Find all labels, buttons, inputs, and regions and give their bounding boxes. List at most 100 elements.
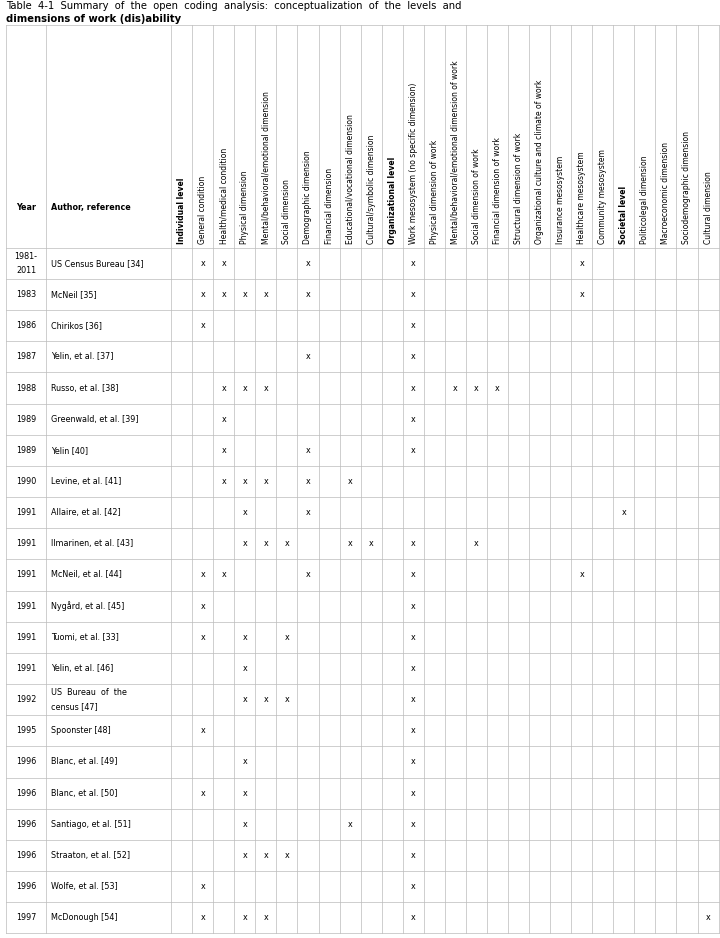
Text: Author, reference: Author, reference [50,204,130,212]
Text: McNeil [35]: McNeil [35] [50,290,96,299]
Text: x: x [264,290,269,299]
Text: x: x [221,415,226,424]
Text: Healthcare mesosystem: Healthcare mesosystem [577,151,586,244]
Text: Russo, et al. [38]: Russo, et al. [38] [50,384,118,392]
Text: x: x [200,259,205,268]
Text: x: x [221,259,226,268]
Text: x: x [411,789,415,797]
Text: US Census Bureau [34]: US Census Bureau [34] [50,259,143,268]
Text: McNeil, et al. [44]: McNeil, et al. [44] [50,570,122,580]
Text: Organizational culture and climate of work: Organizational culture and climate of wo… [535,80,544,244]
Text: Mental/behavioral/emotional dimension of work: Mental/behavioral/emotional dimension of… [451,60,460,244]
Text: x: x [264,384,269,392]
Text: Physical dimension: Physical dimension [240,171,249,244]
Text: Year: Year [16,204,36,212]
Text: Table  4-1  Summary  of  the  open  coding  analysis:  conceptualization  of  th: Table 4-1 Summary of the open coding ana… [6,2,462,11]
Text: Wolfe, et al. [53]: Wolfe, et al. [53] [50,882,117,891]
Text: x: x [411,757,415,766]
Text: 1991: 1991 [16,508,36,517]
Text: x: x [348,820,353,829]
Text: x: x [243,851,247,860]
Text: x: x [474,384,479,392]
Text: Politicolegal dimension: Politicolegal dimension [640,156,649,244]
Text: x: x [411,539,415,549]
Text: x: x [221,384,226,392]
Text: x: x [411,570,415,580]
Text: x: x [305,259,310,268]
Text: x: x [580,290,584,299]
Text: x: x [200,570,205,580]
Text: x: x [221,477,226,486]
Text: Yelin, et al. [46]: Yelin, et al. [46] [50,664,113,673]
Text: x: x [243,789,247,797]
Text: 1991: 1991 [16,539,36,549]
Text: 1996: 1996 [16,882,36,891]
Text: x: x [221,570,226,580]
Text: x: x [284,695,289,704]
Text: x: x [243,757,247,766]
Text: Yelin [40]: Yelin [40] [50,446,88,455]
Text: McDonough [54]: McDonough [54] [50,914,117,922]
Text: x: x [221,446,226,455]
Text: x: x [369,539,374,549]
Text: x: x [200,914,205,922]
Text: 1997: 1997 [16,914,36,922]
Text: 1991: 1991 [16,664,36,673]
Text: x: x [200,321,205,330]
Text: x: x [411,695,415,704]
Text: dimensions of work (dis)ability: dimensions of work (dis)ability [6,14,181,24]
Text: Individual level: Individual level [177,177,186,244]
Text: x: x [706,914,711,922]
Text: x: x [348,477,353,486]
Text: Spoonster [48]: Spoonster [48] [50,726,110,735]
Text: 1983: 1983 [16,290,36,299]
Text: x: x [284,539,289,549]
Text: x: x [305,570,310,580]
Text: Straaton, et al. [52]: Straaton, et al. [52] [50,851,130,860]
Text: Blanc, et al. [49]: Blanc, et al. [49] [50,757,117,766]
Text: Cultural dimension: Cultural dimension [703,172,713,244]
Text: x: x [411,664,415,673]
Text: Organizational level: Organizational level [387,157,397,244]
Text: Health/medical condition: Health/medical condition [220,148,228,244]
Text: Cultural/symbolic dimension: Cultural/symbolic dimension [366,135,376,244]
Text: x: x [305,477,310,486]
Text: Santiago, et al. [51]: Santiago, et al. [51] [50,820,130,829]
Text: x: x [284,851,289,860]
Text: 1981-: 1981- [14,252,37,261]
Text: x: x [221,290,226,299]
Text: 1996: 1996 [16,757,36,766]
Text: x: x [411,882,415,891]
Text: Structural dimension of work: Structural dimension of work [514,133,523,244]
Text: Societal level: Societal level [619,186,629,244]
Text: x: x [200,726,205,735]
Text: 1991: 1991 [16,570,36,580]
Text: x: x [411,321,415,330]
Text: x: x [264,695,269,704]
Text: 1992: 1992 [16,695,36,704]
Text: 1988: 1988 [16,384,36,392]
Text: 1986: 1986 [16,321,36,330]
Text: x: x [200,601,205,611]
Text: x: x [621,508,626,517]
Text: census [47]: census [47] [50,702,97,711]
Text: x: x [411,446,415,455]
Text: Levine, et al. [41]: Levine, et al. [41] [50,477,121,486]
Text: x: x [411,851,415,860]
Text: x: x [264,477,269,486]
Text: x: x [580,259,584,268]
Text: x: x [348,539,353,549]
Text: x: x [305,446,310,455]
Text: x: x [411,259,415,268]
Text: Ilmarinen, et al. [43]: Ilmarinen, et al. [43] [50,539,133,549]
Text: Chirikos [36]: Chirikos [36] [50,321,102,330]
Text: x: x [243,290,247,299]
Text: x: x [243,384,247,392]
Text: x: x [243,914,247,922]
Text: 1996: 1996 [16,851,36,860]
Text: Insurance mesosystem: Insurance mesosystem [556,156,565,244]
Text: 1991: 1991 [16,601,36,611]
Text: x: x [411,415,415,424]
Text: General condition: General condition [198,175,207,244]
Text: x: x [200,290,205,299]
